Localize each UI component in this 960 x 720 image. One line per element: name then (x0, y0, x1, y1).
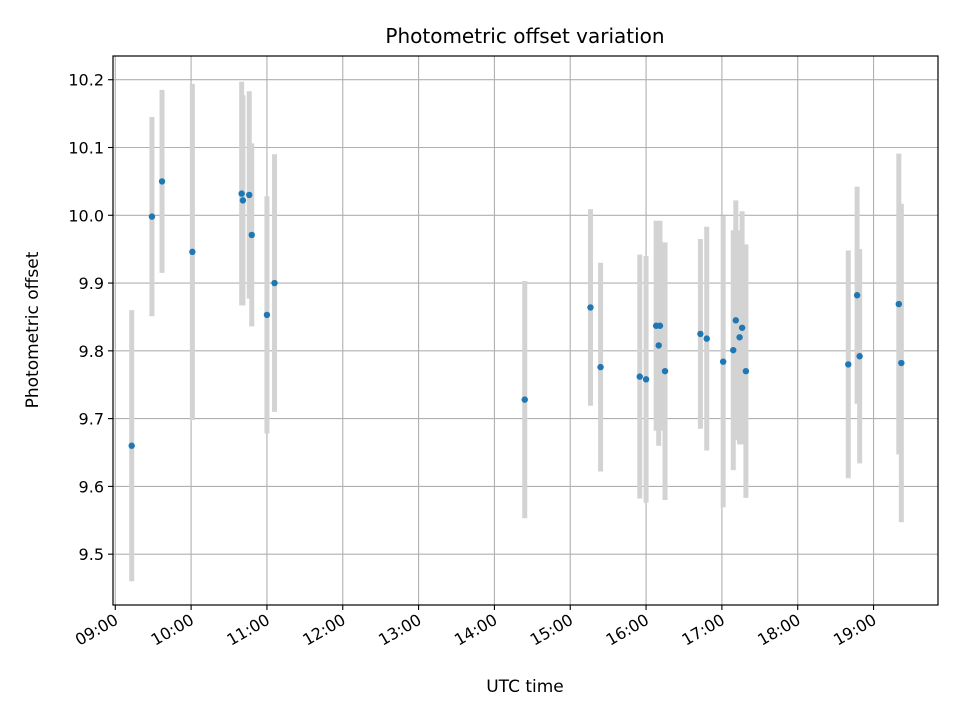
data-point (895, 300, 903, 308)
data-point (238, 190, 245, 197)
data-point (656, 322, 664, 329)
data-point (263, 311, 271, 319)
data-point (271, 279, 278, 287)
y-tick-label: 9.5 (79, 545, 104, 564)
y-axis-label: Photometric offset (23, 251, 43, 408)
data-point (898, 359, 905, 367)
data-point (738, 324, 746, 331)
data-point (158, 178, 166, 185)
data-point (642, 376, 650, 383)
y-axis-ticks: 9.5 9.6 9.7 9.8 9.9 10.0 10.1 10.2 (68, 71, 113, 564)
data-point (732, 317, 739, 324)
data-point (730, 346, 737, 354)
y-tick-label: 10.0 (68, 206, 104, 225)
data-point (655, 342, 662, 349)
data-point (128, 442, 135, 449)
y-tick-label: 9.7 (79, 410, 104, 429)
y-tick-label: 10.2 (68, 71, 104, 90)
data-point (845, 361, 852, 368)
data-point (636, 373, 643, 380)
y-tick-label: 9.9 (79, 274, 104, 293)
data-points (128, 178, 905, 449)
data-point (148, 213, 156, 220)
y-tick-label: 10.1 (68, 139, 104, 158)
data-point (587, 304, 594, 311)
data-point (597, 363, 604, 371)
y-tick-label: 9.6 (79, 477, 104, 496)
data-point (703, 335, 710, 342)
data-point (661, 367, 669, 375)
data-point (719, 358, 727, 365)
data-point (248, 231, 255, 239)
data-point (853, 292, 861, 299)
data-point (736, 334, 743, 341)
plot-frame (112, 55, 939, 606)
chart-title: Photometric offset variation (385, 24, 664, 48)
x-axis-label: UTC time (486, 677, 564, 697)
data-point (697, 330, 704, 338)
data-point (239, 197, 247, 204)
data-point (521, 396, 528, 403)
data-point (856, 353, 863, 360)
data-point (742, 367, 750, 375)
y-tick-label: 9.8 (79, 342, 104, 361)
data-point (246, 191, 253, 199)
data-point (189, 248, 196, 256)
